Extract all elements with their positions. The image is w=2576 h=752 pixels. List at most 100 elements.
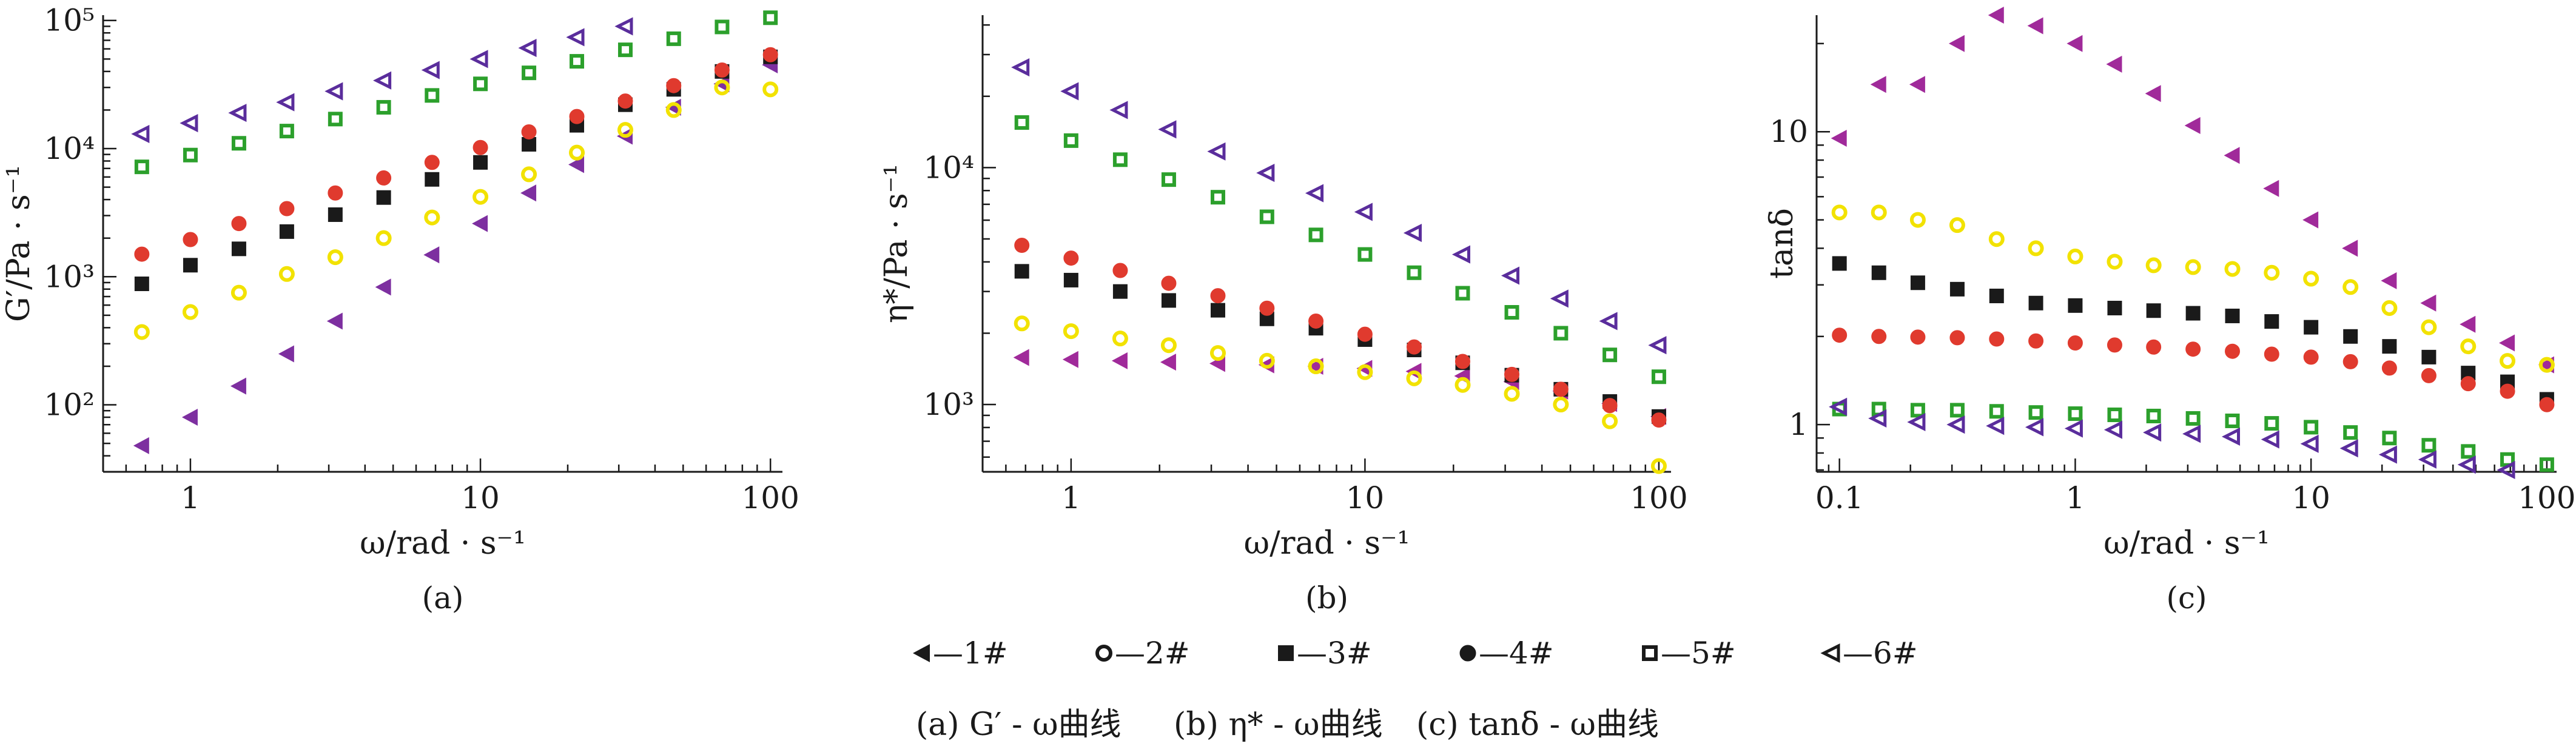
data-point [1949, 330, 1965, 346]
data-point [1063, 272, 1078, 287]
data-point [376, 190, 391, 205]
data-point [230, 284, 247, 301]
data-point [2421, 349, 2436, 364]
data-point [279, 201, 295, 217]
x-tick-label: 100 [2518, 480, 2575, 515]
data-point [133, 324, 150, 340]
data-point [1161, 293, 1176, 308]
data-point [1112, 284, 1128, 299]
data-point [1112, 152, 1128, 167]
y-tick-label: 1 [1789, 407, 1808, 442]
data-point [2382, 431, 2397, 446]
data-point [2339, 439, 2358, 458]
x-tick-label: 1 [181, 480, 200, 515]
data-point [1455, 286, 1470, 301]
y-axis-label: η*/Pa · s⁻¹ [878, 164, 915, 323]
data-point [183, 258, 198, 273]
x-tick-label: 10 [2292, 480, 2330, 515]
data-point [2342, 354, 2358, 369]
data-point [473, 155, 488, 170]
data-point [469, 50, 488, 69]
data-point [2420, 294, 2436, 312]
data-point [1871, 265, 1886, 280]
data-point [1989, 288, 2004, 303]
data-point [1354, 203, 1373, 221]
data-point [1308, 313, 1324, 329]
panel-label: (a) [422, 580, 464, 616]
data-point [2064, 419, 2083, 438]
data-point [1650, 458, 1667, 474]
data-point [2224, 147, 2240, 164]
data-point [1356, 360, 1373, 377]
data-point [1258, 356, 1274, 374]
data-point [2381, 272, 2397, 289]
panel-label: (c) [2166, 580, 2207, 616]
data-point [1602, 413, 1618, 429]
data-point [1014, 315, 1030, 332]
caption-item: (a) G′ - ω曲线 [916, 707, 1121, 743]
data-point [131, 124, 150, 143]
data-point [1014, 237, 1030, 253]
data-point [2028, 295, 2043, 311]
data-point [2418, 450, 2436, 469]
data-point [328, 112, 343, 127]
data-point [2107, 337, 2122, 353]
data-point [1501, 266, 1520, 285]
data-point [421, 61, 440, 79]
data-point [2185, 341, 2201, 357]
data-point [714, 79, 730, 96]
data-point [328, 185, 343, 201]
data-point [713, 75, 730, 93]
data-point [231, 241, 246, 257]
series-2 [1831, 204, 2555, 373]
data-point [762, 81, 779, 98]
data-point [326, 312, 343, 330]
data-point [617, 42, 633, 58]
series-1 [133, 56, 778, 454]
data-point [1210, 303, 1225, 318]
data-point [2264, 346, 2279, 362]
data-point [1111, 352, 1128, 369]
data-point [1599, 312, 1618, 331]
data-point [568, 156, 585, 173]
data-point [2539, 457, 2554, 472]
data-point [2342, 279, 2359, 295]
data-point [2457, 455, 2476, 474]
data-point [2303, 349, 2319, 365]
data-point [1910, 403, 1925, 418]
data-point [1259, 352, 1275, 369]
data-point [2302, 211, 2319, 229]
y-tick-label: 10⁴ [923, 150, 974, 185]
data-point [325, 82, 343, 101]
data-point [376, 170, 392, 186]
data-point [1207, 142, 1226, 161]
y-tick-label: 10 [1769, 114, 1808, 149]
data-point [2068, 298, 2083, 313]
data-point [1451, 245, 1470, 264]
data-point [2224, 261, 2241, 277]
data-point [183, 232, 198, 247]
legend-label: —2# [1115, 636, 1190, 671]
data-point [1651, 369, 1666, 384]
data-point [1648, 336, 1667, 355]
data-point [425, 88, 440, 103]
data-point [279, 224, 294, 239]
data-point [2143, 423, 2162, 442]
data-point [1829, 397, 1848, 416]
data-point [2304, 320, 2319, 335]
legend-marker [1095, 645, 1112, 662]
data-point [2146, 339, 2162, 355]
data-point [1109, 101, 1128, 119]
data-point [1063, 323, 1079, 340]
data-point [2185, 306, 2201, 321]
data-point [617, 93, 633, 109]
series-6 [131, 17, 633, 143]
data-point [1988, 231, 2005, 247]
chart-panel-c: 0.1 1 10 100 1 10 ω/rad · s⁻¹ tanδ (c) [1764, 7, 2576, 616]
data-point [1949, 281, 1965, 297]
data-point [2343, 425, 2358, 440]
data-point [1909, 212, 1926, 228]
data-point [2264, 264, 2280, 281]
